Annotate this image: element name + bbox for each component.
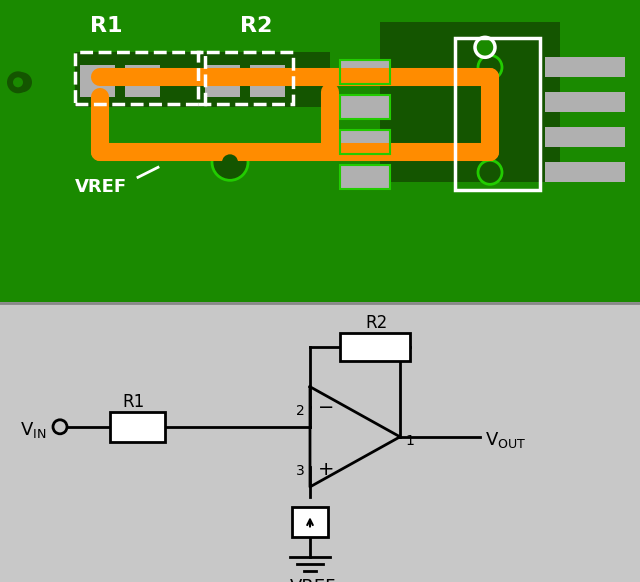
Bar <box>198 52 293 104</box>
Text: R1: R1 <box>90 16 122 36</box>
Bar <box>340 165 390 189</box>
Bar <box>110 412 165 442</box>
Circle shape <box>13 77 23 87</box>
Bar <box>80 65 115 97</box>
Circle shape <box>478 160 502 184</box>
Circle shape <box>478 55 502 79</box>
Bar <box>200 52 330 107</box>
Bar <box>340 130 390 154</box>
Text: R1: R1 <box>122 393 145 411</box>
Bar <box>340 61 390 84</box>
Circle shape <box>17 77 27 87</box>
Bar <box>545 162 625 182</box>
Bar <box>395 93 465 112</box>
Circle shape <box>485 62 495 72</box>
Circle shape <box>12 72 32 93</box>
Text: −: − <box>318 398 334 417</box>
Bar <box>340 165 390 189</box>
Text: VREF: VREF <box>290 578 337 582</box>
Text: 3: 3 <box>296 464 305 478</box>
Text: 1: 1 <box>405 434 414 448</box>
Text: VREF: VREF <box>75 178 127 196</box>
Text: 2: 2 <box>296 404 305 418</box>
Bar <box>340 95 390 119</box>
Circle shape <box>222 154 238 171</box>
Bar <box>380 22 560 182</box>
Text: +: + <box>318 460 335 479</box>
Bar <box>545 57 625 77</box>
Bar <box>205 65 240 97</box>
Text: R2: R2 <box>240 16 273 36</box>
Bar <box>395 122 465 143</box>
Bar <box>32 77 82 87</box>
Circle shape <box>7 72 29 93</box>
Bar <box>340 130 390 154</box>
Bar <box>292 507 328 537</box>
Circle shape <box>212 144 248 180</box>
Bar <box>125 65 160 97</box>
Bar <box>455 38 540 190</box>
Text: V$_{\rm OUT}$: V$_{\rm OUT}$ <box>485 430 526 450</box>
Bar <box>545 127 625 147</box>
Bar <box>75 52 205 104</box>
Circle shape <box>485 167 495 178</box>
Bar <box>340 95 390 119</box>
Text: V$_{\rm IN}$: V$_{\rm IN}$ <box>20 420 47 440</box>
Bar <box>340 333 410 361</box>
Circle shape <box>475 37 495 57</box>
Bar <box>545 93 625 112</box>
Text: R2: R2 <box>365 314 387 332</box>
Bar <box>340 61 390 84</box>
Bar <box>250 65 285 97</box>
Bar <box>75 52 205 107</box>
